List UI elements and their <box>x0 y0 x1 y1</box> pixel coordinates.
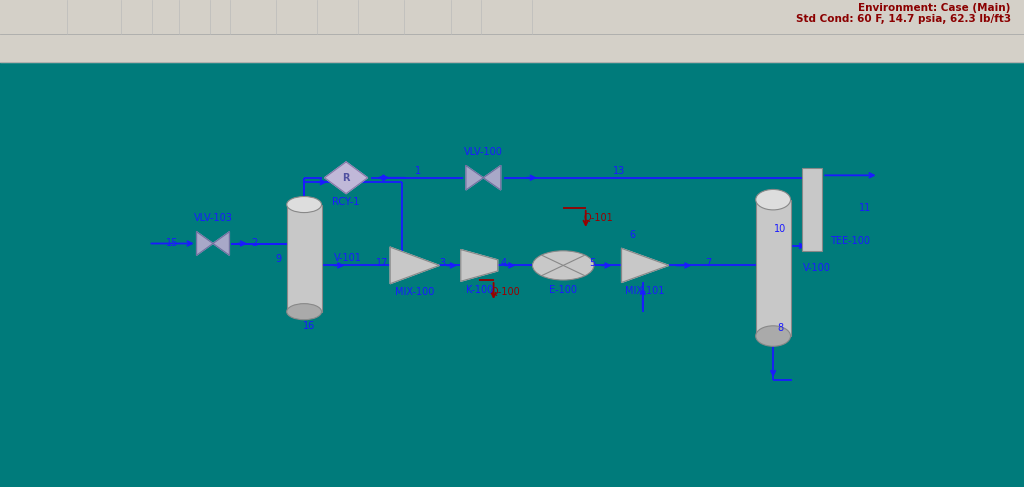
Bar <box>802 168 822 251</box>
Ellipse shape <box>756 189 791 210</box>
Text: 4: 4 <box>501 258 507 268</box>
Ellipse shape <box>287 196 322 212</box>
Text: TEE-100: TEE-100 <box>830 236 870 246</box>
Circle shape <box>532 251 594 280</box>
Text: Std Cond: 60 F, 14.7 psia, 62.3 lb/ft3: Std Cond: 60 F, 14.7 psia, 62.3 lb/ft3 <box>796 14 1011 24</box>
Text: 3: 3 <box>439 258 445 268</box>
Text: Environment: Case (Main): Environment: Case (Main) <box>858 3 1011 13</box>
Ellipse shape <box>287 304 322 320</box>
Text: 9: 9 <box>275 254 282 264</box>
Text: V-100: V-100 <box>803 263 830 273</box>
Text: Q-100: Q-100 <box>490 287 521 297</box>
Polygon shape <box>197 232 213 255</box>
Polygon shape <box>461 249 498 281</box>
Bar <box>0 62 1024 487</box>
Text: R: R <box>342 173 350 183</box>
Text: 6: 6 <box>630 230 636 240</box>
Text: RCY-1: RCY-1 <box>333 197 359 207</box>
Text: V-101: V-101 <box>334 253 361 263</box>
Text: 2: 2 <box>251 239 257 248</box>
Polygon shape <box>390 247 439 283</box>
Text: VLV-103: VLV-103 <box>194 213 232 223</box>
Text: 10: 10 <box>774 224 786 234</box>
Bar <box>287 205 322 312</box>
Polygon shape <box>213 232 229 255</box>
Text: 7: 7 <box>706 258 712 268</box>
Polygon shape <box>483 166 501 190</box>
Text: 16: 16 <box>303 321 315 331</box>
Text: 13: 13 <box>613 167 626 176</box>
Bar <box>0 0 1024 62</box>
Text: 1: 1 <box>415 167 421 176</box>
Polygon shape <box>466 166 483 190</box>
Text: Q-101: Q-101 <box>583 213 613 223</box>
Text: MIX-101: MIX-101 <box>626 286 665 296</box>
Text: MIX-100: MIX-100 <box>395 287 434 298</box>
Text: K-100: K-100 <box>466 285 493 295</box>
Text: 5: 5 <box>589 258 595 268</box>
Text: E-100: E-100 <box>549 285 578 295</box>
Polygon shape <box>325 162 368 193</box>
Text: 15: 15 <box>166 239 178 248</box>
Text: 17: 17 <box>376 258 388 268</box>
Ellipse shape <box>756 326 791 346</box>
Text: VLV-100: VLV-100 <box>464 147 503 157</box>
Polygon shape <box>622 248 669 282</box>
Text: 11: 11 <box>859 204 871 213</box>
Bar <box>756 200 791 336</box>
Text: 8: 8 <box>777 323 783 333</box>
